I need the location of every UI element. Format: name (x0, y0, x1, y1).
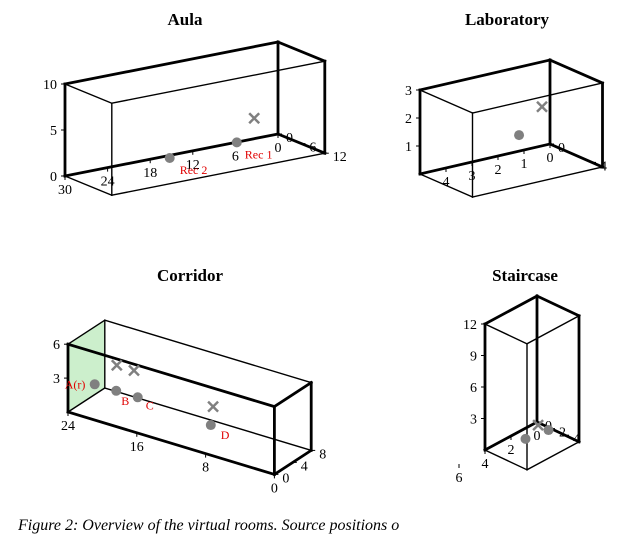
panel-title: Laboratory (392, 10, 622, 30)
panel-aula: Aula051006121824300612Rec 1Rec 2 (30, 36, 340, 246)
panel-title: Staircase (430, 266, 620, 286)
svg-text:16: 16 (130, 440, 144, 455)
panel-laboratory: Laboratory1230123404 (392, 36, 622, 246)
svg-text:1: 1 (521, 157, 528, 172)
svg-text:0: 0 (50, 170, 57, 185)
svg-text:0: 0 (282, 471, 289, 486)
panel-title: Corridor (40, 266, 340, 286)
svg-text:4: 4 (301, 459, 308, 474)
svg-text:10: 10 (43, 78, 57, 93)
svg-text:Rec 2: Rec 2 (180, 163, 208, 177)
svg-text:0: 0 (558, 141, 565, 156)
svg-text:0: 0 (286, 131, 293, 146)
svg-text:3: 3 (469, 169, 476, 184)
svg-text:3: 3 (405, 84, 412, 99)
svg-text:2: 2 (405, 112, 412, 127)
svg-text:3: 3 (53, 372, 60, 387)
svg-text:6: 6 (456, 471, 463, 486)
svg-text:8: 8 (202, 461, 209, 476)
svg-text:6: 6 (309, 141, 316, 156)
svg-text:12: 12 (333, 150, 347, 165)
svg-text:6: 6 (232, 149, 239, 164)
panel-title: Aula (30, 10, 340, 30)
svg-text:D: D (221, 428, 230, 442)
svg-text:1: 1 (405, 140, 412, 155)
svg-text:4: 4 (443, 175, 450, 190)
svg-text:3: 3 (470, 413, 477, 428)
figure-caption: Figure 2: Overview of the virtual rooms.… (18, 517, 638, 535)
svg-text:12: 12 (463, 318, 477, 333)
svg-text:0: 0 (547, 151, 554, 166)
svg-text:0: 0 (534, 429, 541, 444)
svg-text:6: 6 (470, 381, 477, 396)
svg-text:4: 4 (573, 432, 580, 447)
svg-text:2: 2 (508, 443, 515, 458)
svg-text:30: 30 (58, 183, 72, 198)
svg-text:Rec 1: Rec 1 (245, 147, 273, 161)
svg-text:4: 4 (600, 159, 607, 174)
svg-text:C: C (146, 398, 154, 412)
svg-text:0: 0 (271, 481, 278, 496)
svg-text:2: 2 (559, 426, 566, 441)
panel-corridor: Corridor36081624048A(r)BCD (40, 292, 340, 492)
svg-text:9: 9 (470, 350, 477, 365)
svg-text:18: 18 (143, 166, 157, 181)
svg-text:0: 0 (275, 141, 282, 156)
svg-text:24: 24 (61, 419, 75, 434)
svg-text:6: 6 (53, 338, 60, 353)
svg-text:24: 24 (101, 175, 115, 190)
panel-staircase: Staircase369120246024 (430, 292, 620, 492)
svg-text:5: 5 (50, 124, 57, 139)
svg-text:B: B (121, 394, 129, 408)
svg-text:8: 8 (319, 447, 326, 462)
svg-text:A(r): A(r) (65, 377, 86, 391)
svg-text:2: 2 (495, 163, 502, 178)
svg-text:4: 4 (482, 457, 489, 472)
